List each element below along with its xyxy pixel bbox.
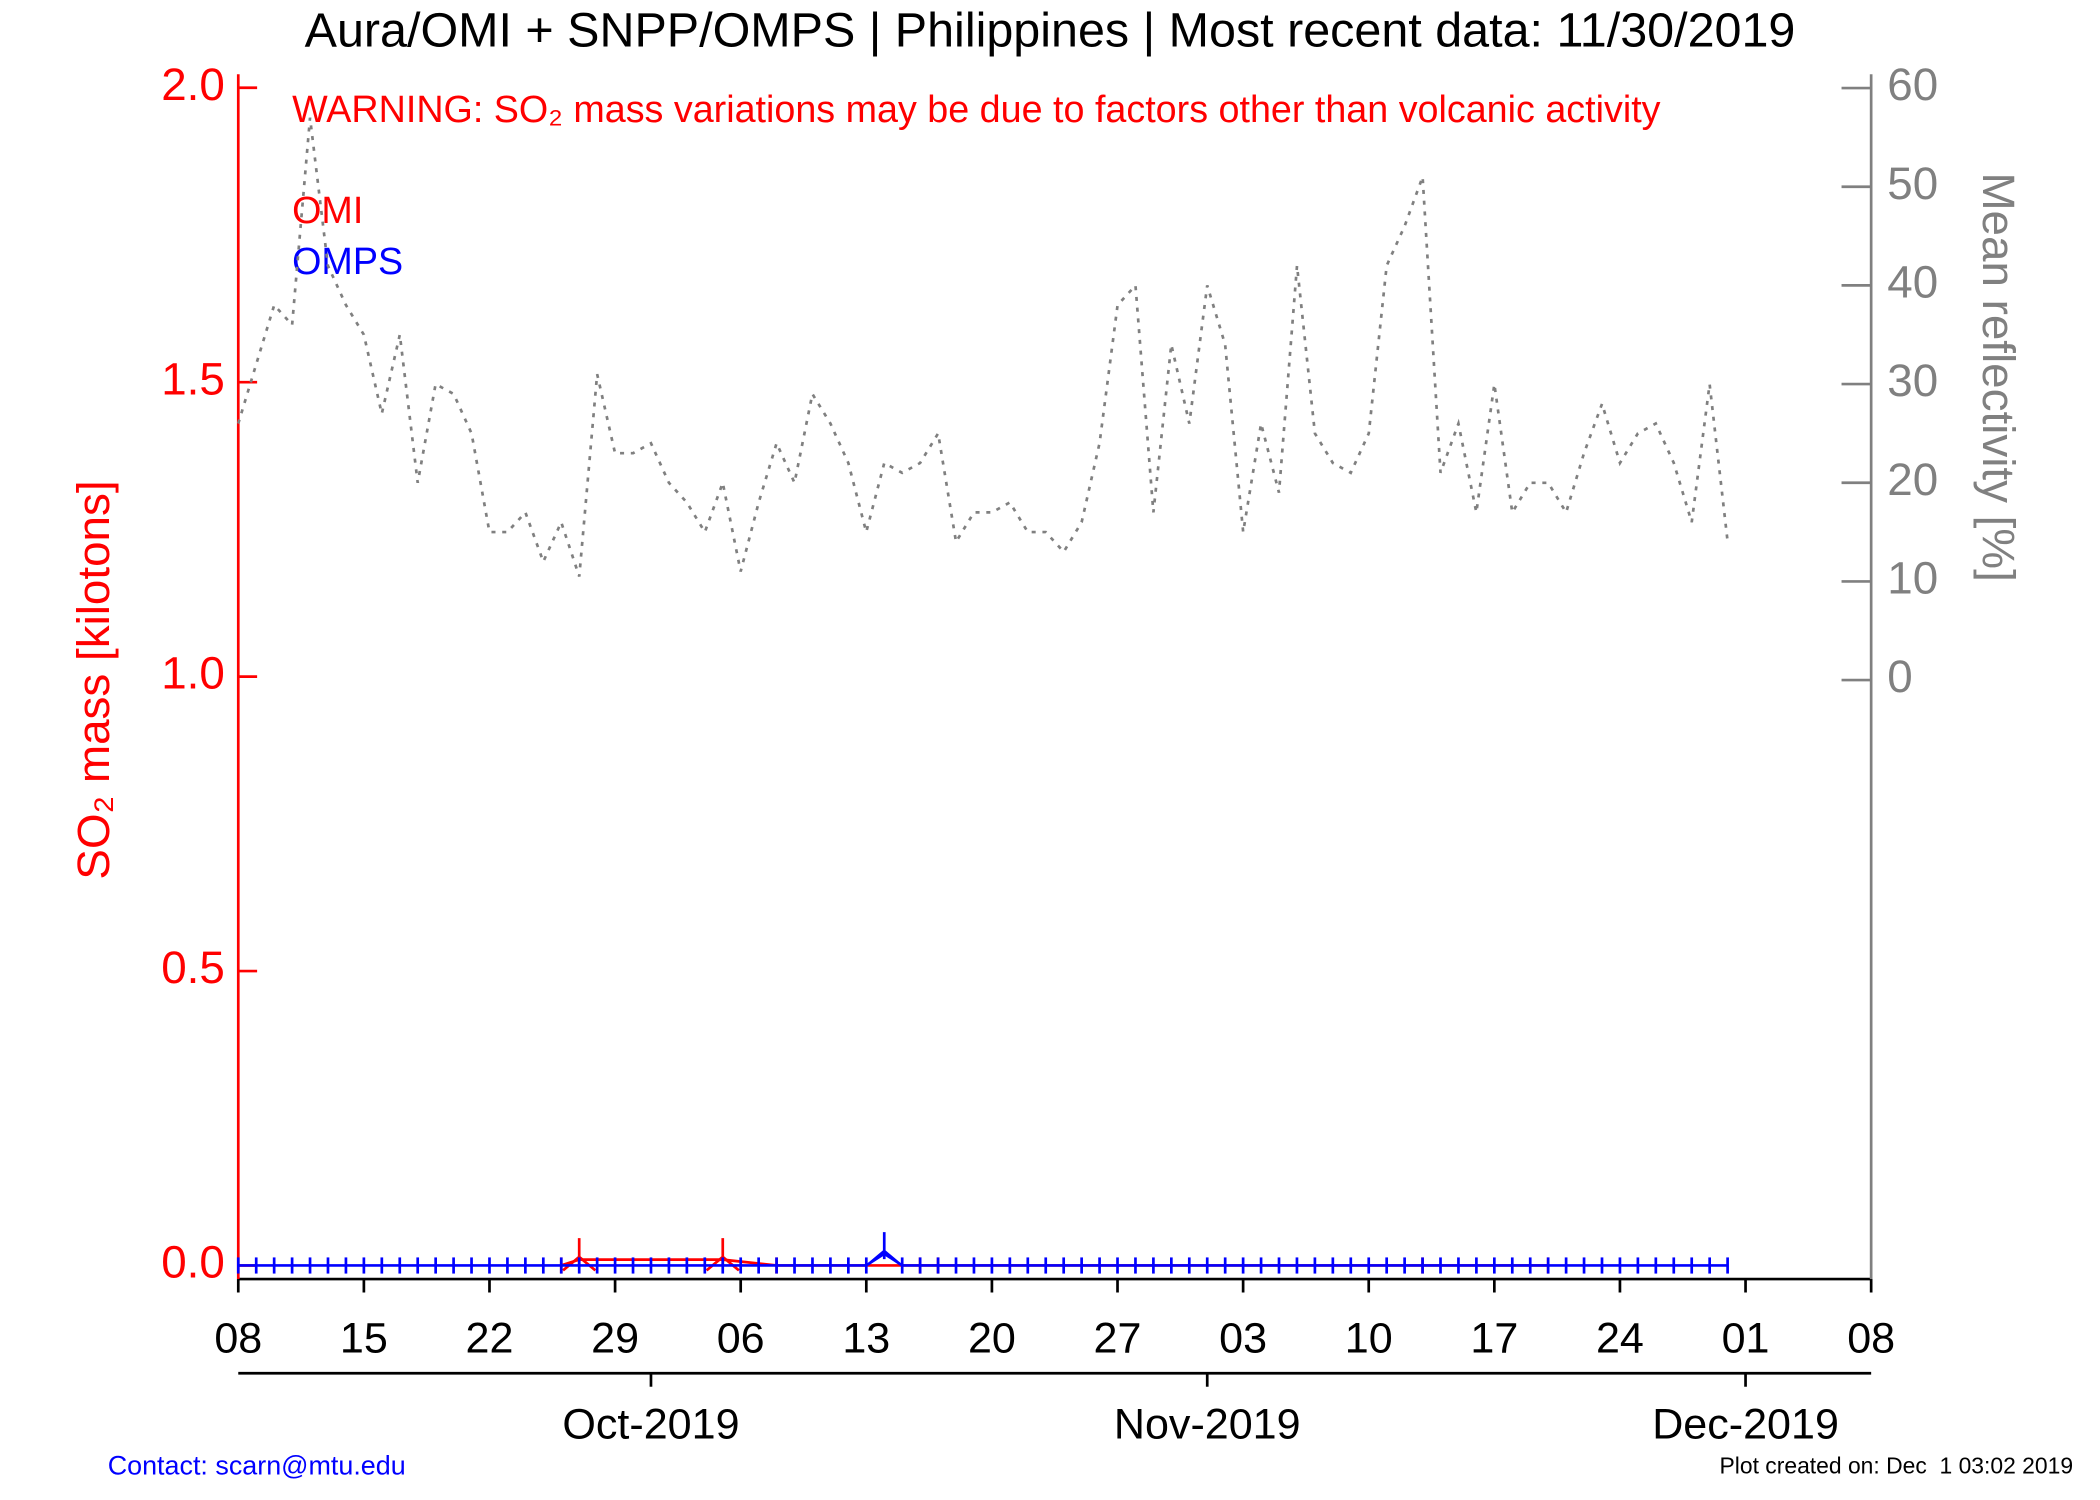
x-tick-label: 10 [1345, 1314, 1393, 1362]
y-tick-label: 0.5 [161, 942, 225, 993]
contact: Contact: scarn@mtu.edu [108, 1451, 406, 1481]
x-tick-label: 01 [1722, 1314, 1770, 1362]
x-tick-label: 29 [591, 1314, 639, 1362]
y2-tick-label: 0 [1887, 651, 1912, 702]
plot-created: Plot created on: Dec 1 03:02 2019 [1720, 1453, 2074, 1479]
month-label: Dec-2019 [1652, 1400, 1839, 1448]
x-tick-label: 27 [1094, 1314, 1142, 1362]
y-tick-label: 1.5 [161, 353, 225, 404]
x-tick-label: 20 [968, 1314, 1016, 1362]
y2-tick-label: 40 [1887, 256, 1938, 307]
x-tick-label: 08 [1847, 1314, 1895, 1362]
y-tick-label: 1.0 [161, 648, 225, 699]
x-tick-label: 15 [340, 1314, 388, 1362]
y2-tick-label: 20 [1887, 454, 1938, 505]
marker [867, 1232, 902, 1266]
y2-tick-label: 30 [1887, 355, 1938, 406]
y2-tick-label: 50 [1887, 158, 1938, 209]
warning: WARNING: SO₂ mass variations may be due … [292, 88, 1661, 130]
x-tick-label: 24 [1596, 1314, 1644, 1362]
y-tick-label: 0.0 [161, 1237, 225, 1288]
x-tick-label: 08 [214, 1314, 262, 1362]
y2-tick-label: 10 [1887, 553, 1938, 604]
month-label: Nov-2019 [1114, 1400, 1301, 1448]
y2-tick-label: 60 [1887, 59, 1938, 110]
x-tick-label: 13 [842, 1314, 890, 1362]
x-tick-label: 22 [466, 1314, 514, 1362]
month-label: Oct-2019 [562, 1400, 739, 1448]
x-tick-label: 06 [717, 1314, 765, 1362]
x-tick-label: 17 [1470, 1314, 1518, 1362]
reflectivity-line [236, 117, 1729, 577]
legend-label: OMPS [292, 240, 403, 282]
chart-title: Aura/OMI + SNPP/OMPS | Philippines | Mos… [305, 4, 1796, 58]
series-line [238, 1252, 1728, 1267]
x-tick-label: 03 [1219, 1314, 1267, 1362]
y-axis-label: SO₂ mass [kilotons] [68, 480, 119, 879]
y-tick-label: 2.0 [161, 59, 225, 110]
y2-axis-label: Mean reflectivity [%] [1973, 172, 2024, 581]
